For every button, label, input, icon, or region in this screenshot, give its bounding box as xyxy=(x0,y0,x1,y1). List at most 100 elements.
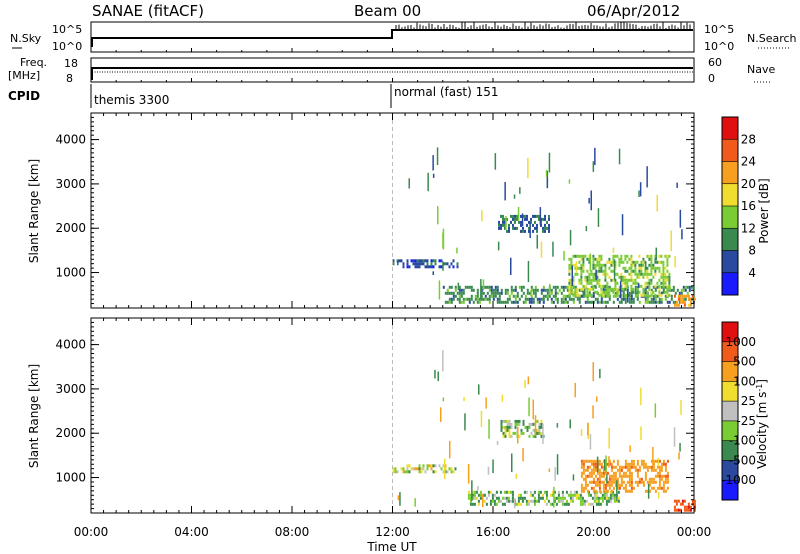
heatmap-cell xyxy=(618,474,621,478)
date-label: 06/Apr/2012 xyxy=(587,2,680,20)
heatmap-cell xyxy=(553,496,556,500)
heatmap-cell xyxy=(522,422,525,426)
heatmap-cell xyxy=(630,284,633,288)
heatmap-cell xyxy=(617,499,620,503)
heatmap-cell xyxy=(538,425,541,429)
heatmap-cell xyxy=(524,300,527,304)
heatmap-cell xyxy=(508,428,511,432)
heatmap-cell xyxy=(604,483,607,487)
heatmap-cell xyxy=(668,278,671,282)
heatmap-cell xyxy=(542,229,544,233)
heatmap-cell xyxy=(679,502,682,506)
heatmap-streak xyxy=(587,422,589,436)
heatmap-cell xyxy=(614,291,617,295)
heatmap-cell xyxy=(608,474,611,478)
colorbar-segment xyxy=(722,272,738,296)
heatmap-cell xyxy=(550,291,553,295)
heatmap-cell xyxy=(677,294,680,298)
heatmap-cell xyxy=(673,499,676,503)
heatmap-cell xyxy=(678,300,681,304)
heatmap-cell xyxy=(458,294,461,298)
heatmap-cell xyxy=(534,291,537,295)
heatmap-cell xyxy=(572,284,575,288)
heatmap-cell xyxy=(448,467,451,471)
heatmap-cell xyxy=(602,284,605,288)
heatmap-cell xyxy=(630,269,633,273)
heatmap-cell xyxy=(622,266,625,270)
heatmap-cell xyxy=(470,294,473,298)
power-ylabel: Slant Range [km] xyxy=(27,159,41,263)
heatmap-cell xyxy=(580,474,583,478)
heatmap-cell xyxy=(620,474,623,478)
heatmap-cell xyxy=(594,468,597,472)
heatmap-cell xyxy=(500,428,503,432)
heatmap-cell xyxy=(472,288,475,292)
heatmap-streak xyxy=(549,283,551,296)
heatmap-streak xyxy=(442,232,444,249)
heatmap-cell xyxy=(574,285,577,289)
heatmap-cell xyxy=(500,223,502,227)
heatmap-cell xyxy=(532,297,535,301)
heatmap-cell xyxy=(492,294,495,298)
heatmap-cell xyxy=(654,480,657,484)
nsky-tick-high: 10^5 xyxy=(52,23,82,36)
heatmap-cell xyxy=(664,266,667,270)
heatmap-cell xyxy=(545,493,548,497)
heatmap-cell xyxy=(567,493,570,497)
heatmap-cell xyxy=(632,459,635,463)
heatmap-cell xyxy=(416,467,419,471)
heatmap-cell xyxy=(536,431,539,435)
heatmap-cell xyxy=(624,284,627,288)
heatmap-cell xyxy=(514,431,517,435)
heatmap-cell xyxy=(480,297,483,301)
heatmap-cell xyxy=(654,266,657,270)
heatmap-cell xyxy=(570,284,573,288)
heatmap-cell xyxy=(426,262,429,266)
heatmap-cell xyxy=(486,291,489,295)
heatmap-cell xyxy=(408,470,411,474)
heatmap-cell xyxy=(590,278,593,282)
heatmap-cell xyxy=(438,265,441,269)
heatmap-cell xyxy=(596,272,599,276)
heatmap-cell xyxy=(498,300,501,304)
heatmap-cell xyxy=(570,290,573,294)
heatmap-cell xyxy=(592,272,595,276)
heatmap-cell xyxy=(503,496,506,500)
heatmap-cell xyxy=(690,285,693,289)
heatmap-cell xyxy=(620,278,623,282)
heatmap-cell xyxy=(658,465,661,469)
heatmap-streak xyxy=(501,394,504,402)
heatmap-cell xyxy=(630,297,633,301)
heatmap-cell xyxy=(480,291,483,295)
colorbar-tick-label: 12 xyxy=(741,221,756,235)
heatmap-cell xyxy=(551,490,554,494)
heatmap-cell xyxy=(654,269,657,273)
heatmap-streak xyxy=(647,483,650,499)
heatmap-cell xyxy=(548,226,550,230)
heatmap-streak xyxy=(608,456,610,468)
heatmap-cell xyxy=(510,422,513,426)
heatmap-cell xyxy=(586,459,589,463)
heatmap-cell xyxy=(462,300,465,304)
heatmap-cell xyxy=(644,462,647,466)
heatmap-cell xyxy=(576,290,579,294)
heatmap-cell xyxy=(610,489,613,493)
heatmap-cell xyxy=(646,254,649,258)
heatmap-cell xyxy=(561,496,564,500)
noise-trace xyxy=(91,29,693,47)
heatmap-cell xyxy=(402,262,405,266)
heatmap-cell xyxy=(582,290,585,294)
heatmap-cell xyxy=(414,467,417,471)
heatmap-cell xyxy=(624,266,627,270)
heatmap-streak xyxy=(397,495,400,501)
heatmap-cell xyxy=(604,288,607,292)
heatmap-streak xyxy=(585,226,588,232)
heatmap-cell xyxy=(599,496,602,500)
heatmap-cell xyxy=(656,281,659,285)
heatmap-cell xyxy=(500,422,503,426)
heatmap-cell xyxy=(470,288,473,292)
heatmap-cell xyxy=(630,294,633,298)
heatmap-streak xyxy=(589,253,592,272)
heatmap-cell xyxy=(607,496,610,500)
heatmap-cell xyxy=(477,499,480,503)
